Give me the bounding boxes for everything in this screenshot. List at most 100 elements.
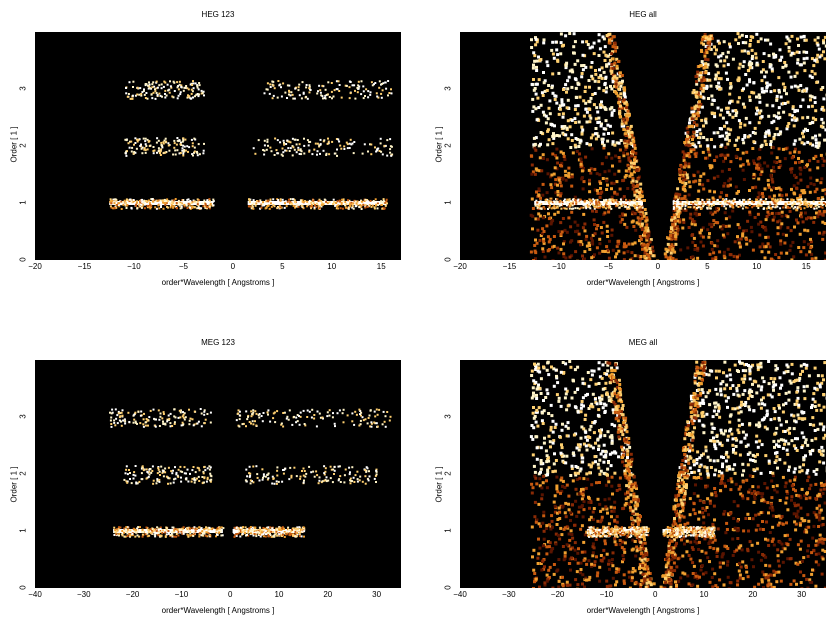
wedge-pixel [623, 101, 627, 105]
noise-pixel [715, 244, 719, 248]
band-pixel [202, 90, 205, 93]
band-pixel [185, 204, 188, 207]
band-pixel [615, 202, 618, 205]
noise-pixel [602, 127, 606, 131]
noise-pixel [736, 223, 740, 227]
noise-pixel [733, 143, 737, 147]
band-pixel [263, 529, 266, 531]
band-pixel [791, 204, 794, 207]
noise-pixel [542, 81, 546, 85]
band-pixel [167, 482, 169, 485]
noise-pixel [713, 111, 716, 115]
noise-pixel [713, 145, 717, 149]
band-pixel [296, 532, 299, 535]
noise-pixel [576, 104, 580, 108]
band-pixel [262, 473, 265, 476]
band-pixel [157, 532, 160, 534]
noise-pixel [712, 176, 716, 180]
band-pixel [696, 200, 699, 203]
band-pixel [164, 423, 167, 426]
wedge-pixel [648, 240, 652, 244]
band-pixel [184, 416, 187, 419]
noise-pixel [594, 132, 597, 136]
band-pixel [254, 528, 256, 531]
band-pixel [181, 470, 184, 473]
band-pixel [349, 205, 352, 208]
band-pixel [141, 152, 144, 155]
band-pixel [187, 480, 190, 483]
band-pixel [292, 204, 295, 207]
noise-pixel [801, 89, 805, 93]
band-pixel [171, 472, 174, 475]
noise-pixel [821, 105, 825, 109]
band-pixel [162, 422, 165, 425]
band-pixel [260, 206, 263, 209]
noise-pixel [576, 112, 580, 116]
band-pixel [290, 91, 293, 94]
noise-pixel [695, 130, 699, 133]
band-pixel [337, 479, 340, 482]
x-axis-label: order*Wavelength [ Angstroms ] [161, 606, 275, 615]
band-pixel [165, 140, 168, 143]
band-pixel [323, 472, 326, 475]
noise-pixel [745, 229, 748, 233]
band-pixel [212, 200, 215, 203]
noise-pixel [824, 192, 826, 196]
band-pixel [349, 477, 352, 480]
noise-pixel [767, 183, 770, 187]
band-pixel [377, 147, 380, 150]
noise-pixel [803, 191, 807, 195]
band-pixel [708, 198, 711, 201]
wedge-pixel [624, 128, 628, 132]
noise-pixel [623, 175, 627, 179]
noise-pixel [692, 110, 696, 114]
band-pixel [819, 205, 822, 208]
band-pixel [259, 533, 262, 536]
noise-pixel [631, 242, 635, 246]
band-pixel [209, 527, 212, 530]
noise-pixel [797, 50, 801, 54]
band-pixel [800, 198, 803, 201]
band-pixel [260, 201, 263, 204]
band-pixel [284, 91, 287, 94]
noise-pixel [790, 170, 793, 174]
band-pixel [250, 422, 252, 425]
band-pixel [125, 87, 127, 89]
noise-pixel [618, 187, 622, 191]
band-pixel [803, 203, 806, 206]
band-pixel [170, 203, 173, 206]
band-pixel [252, 147, 255, 150]
band-pixel [327, 137, 329, 140]
noise-pixel [726, 142, 730, 146]
noise-pixel [823, 138, 826, 142]
band-pixel [281, 154, 284, 157]
noise-pixel [742, 60, 746, 64]
band-pixel [820, 198, 823, 201]
band-pixel [628, 199, 631, 202]
band-pixel [299, 148, 302, 151]
noise-pixel [594, 69, 597, 72]
noise-pixel [639, 257, 642, 260]
noise-pixel [814, 109, 818, 113]
band-pixel [308, 465, 311, 468]
wedge-pixel [690, 124, 694, 128]
band-pixel [375, 468, 378, 471]
noise-pixel [798, 195, 802, 199]
noise-pixel [808, 74, 812, 78]
wedge-pixel [710, 37, 714, 41]
band-pixel [351, 205, 354, 208]
noise-pixel [640, 208, 644, 212]
band-pixel [272, 204, 275, 206]
band-pixel [151, 470, 154, 472]
band-pixel [751, 200, 754, 203]
band-pixel [122, 203, 125, 206]
band-pixel [275, 480, 278, 483]
noise-pixel [760, 250, 764, 254]
band-pixel [194, 82, 197, 85]
band-pixel [384, 415, 387, 418]
band-pixel [605, 201, 608, 204]
band-pixel [164, 471, 167, 474]
band-pixel [135, 531, 138, 534]
noise-pixel [549, 183, 553, 187]
band-pixel [697, 206, 700, 209]
